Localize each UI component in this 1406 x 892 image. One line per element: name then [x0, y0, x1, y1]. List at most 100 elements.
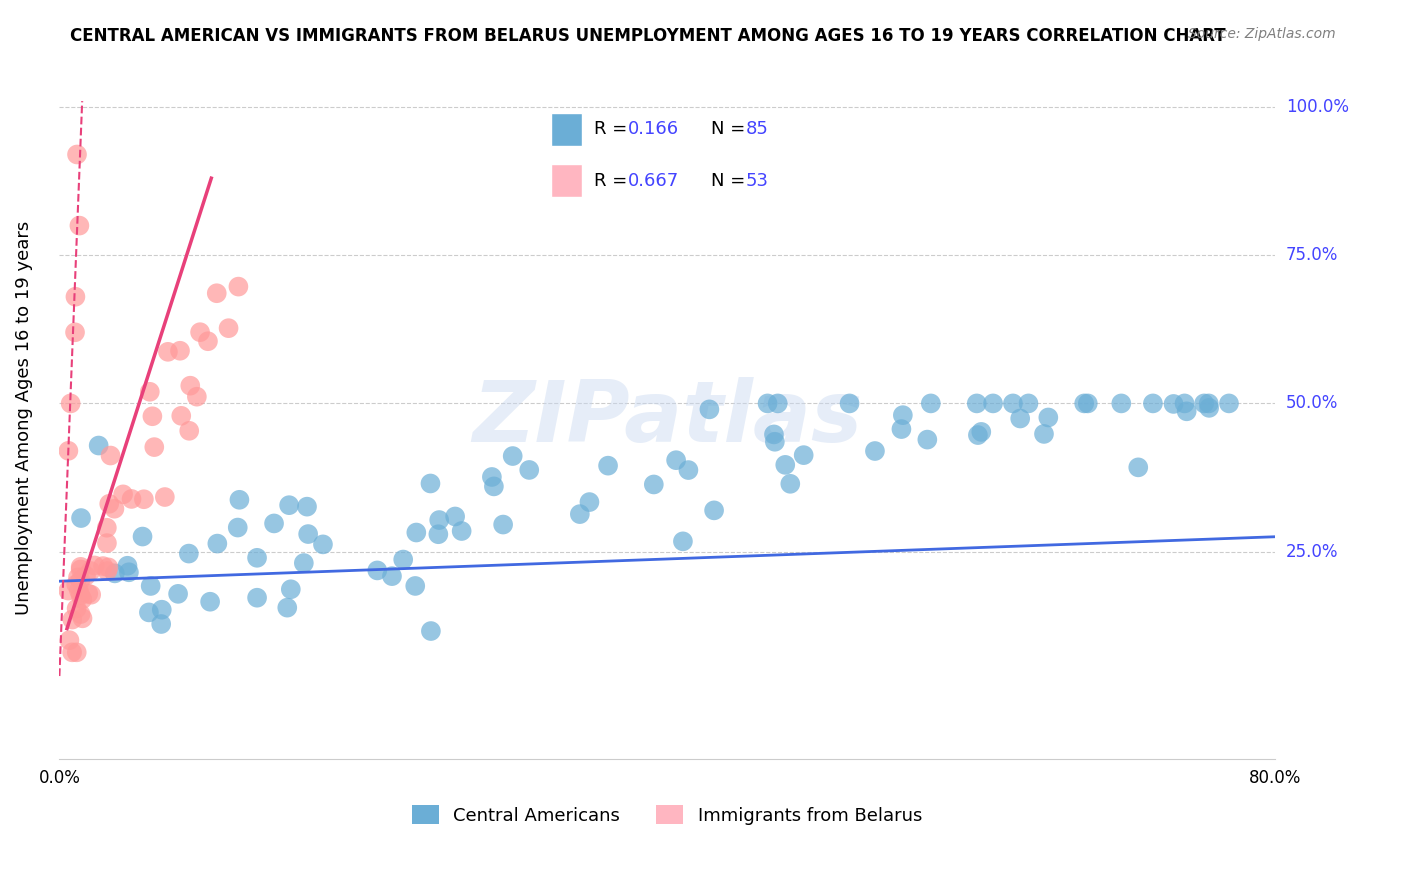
- Point: [1033, 426, 1056, 441]
- Point: [1163, 397, 1185, 411]
- Point: [167, 587, 190, 601]
- Point: [117, 558, 139, 573]
- Point: [69, 589, 91, 603]
- Point: [179, 424, 201, 438]
- Point: [96, 521, 118, 535]
- Point: [1073, 396, 1095, 410]
- Point: [1001, 396, 1024, 410]
- Point: [59, 396, 82, 410]
- Point: [66, 147, 89, 161]
- Point: [63, 326, 86, 340]
- Point: [96, 536, 118, 550]
- Point: [139, 579, 162, 593]
- Point: [1175, 404, 1198, 418]
- Point: [177, 547, 200, 561]
- Point: [1077, 396, 1099, 410]
- Point: [917, 433, 939, 447]
- Point: [405, 525, 427, 540]
- Point: [312, 537, 335, 551]
- Point: [1038, 410, 1060, 425]
- Point: [60, 645, 83, 659]
- Point: [1198, 396, 1220, 410]
- Point: [295, 500, 318, 514]
- Legend: Central Americans, Immigrants from Belarus: Central Americans, Immigrants from Belar…: [405, 798, 929, 831]
- Point: [87, 438, 110, 452]
- Point: [278, 498, 301, 512]
- Point: [756, 396, 779, 410]
- Point: [280, 582, 302, 597]
- Point: [65, 601, 87, 615]
- Point: [763, 434, 786, 449]
- Point: [970, 425, 993, 439]
- Point: [838, 396, 860, 410]
- Point: [207, 536, 229, 550]
- Point: [699, 402, 721, 417]
- Point: [263, 516, 285, 531]
- Y-axis label: Unemployment Among Ages 16 to 19 years: Unemployment Among Ages 16 to 19 years: [15, 221, 32, 615]
- Point: [419, 476, 441, 491]
- Text: 53: 53: [745, 171, 769, 189]
- Point: [72, 611, 94, 625]
- Point: [179, 378, 201, 392]
- Point: [276, 600, 298, 615]
- Point: [665, 453, 688, 467]
- Point: [450, 524, 472, 538]
- Point: [228, 492, 250, 507]
- Point: [381, 569, 404, 583]
- FancyBboxPatch shape: [551, 113, 582, 146]
- Point: [967, 428, 990, 442]
- Point: [444, 509, 467, 524]
- Point: [143, 440, 166, 454]
- Point: [112, 487, 135, 501]
- Point: [419, 624, 441, 638]
- Point: [1111, 396, 1133, 410]
- Point: [66, 570, 89, 584]
- FancyBboxPatch shape: [551, 164, 582, 197]
- Point: [863, 444, 886, 458]
- Point: [72, 592, 94, 607]
- Point: [1218, 396, 1240, 410]
- Point: [69, 607, 91, 621]
- Point: [1142, 396, 1164, 410]
- Text: 85: 85: [745, 120, 768, 138]
- Point: [83, 558, 105, 573]
- Point: [981, 396, 1004, 410]
- Point: [198, 595, 221, 609]
- Point: [96, 564, 118, 578]
- Point: [596, 458, 619, 473]
- Text: ZIPatlas: ZIPatlas: [472, 376, 862, 459]
- Point: [966, 396, 988, 410]
- Text: 0.667: 0.667: [628, 171, 679, 189]
- Point: [153, 490, 176, 504]
- Text: R =: R =: [593, 120, 633, 138]
- Text: N =: N =: [711, 171, 751, 189]
- Point: [100, 449, 122, 463]
- Point: [482, 479, 505, 493]
- Point: [766, 396, 789, 410]
- Point: [138, 606, 160, 620]
- Point: [1017, 396, 1039, 410]
- Point: [58, 443, 80, 458]
- Point: [103, 501, 125, 516]
- Point: [131, 530, 153, 544]
- Point: [141, 409, 163, 424]
- Point: [65, 577, 87, 591]
- Point: [762, 427, 785, 442]
- Point: [678, 463, 700, 477]
- Point: [80, 588, 103, 602]
- Point: [75, 568, 97, 582]
- Point: [481, 470, 503, 484]
- Point: [392, 552, 415, 566]
- Point: [104, 566, 127, 581]
- Text: 0.166: 0.166: [628, 120, 679, 138]
- Text: 25.0%: 25.0%: [1286, 542, 1339, 560]
- Point: [703, 503, 725, 517]
- Point: [58, 583, 80, 598]
- Point: [228, 279, 250, 293]
- Text: CENTRAL AMERICAN VS IMMIGRANTS FROM BELARUS UNEMPLOYMENT AMONG AGES 16 TO 19 YEA: CENTRAL AMERICAN VS IMMIGRANTS FROM BELA…: [70, 27, 1226, 45]
- Point: [643, 477, 665, 491]
- Point: [69, 574, 91, 588]
- Point: [132, 492, 155, 507]
- Point: [118, 566, 141, 580]
- Text: 50.0%: 50.0%: [1286, 394, 1339, 412]
